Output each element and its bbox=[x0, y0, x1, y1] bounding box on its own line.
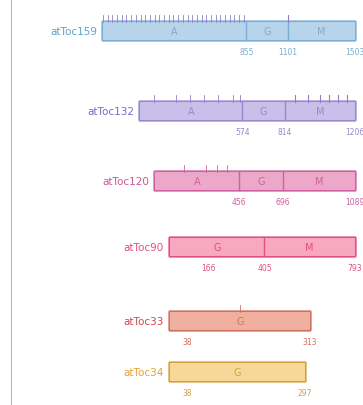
Text: A: A bbox=[188, 107, 195, 117]
Text: G: G bbox=[234, 367, 241, 377]
Text: atToc159: atToc159 bbox=[50, 27, 97, 37]
Text: 297: 297 bbox=[298, 388, 312, 397]
Text: A: A bbox=[193, 177, 200, 187]
Text: A: A bbox=[171, 27, 178, 37]
Text: M: M bbox=[306, 243, 314, 252]
Text: G: G bbox=[260, 107, 268, 117]
Text: 313: 313 bbox=[303, 337, 317, 346]
Text: atToc34: atToc34 bbox=[124, 367, 164, 377]
Text: atToc120: atToc120 bbox=[102, 177, 149, 187]
Text: M: M bbox=[317, 27, 326, 37]
FancyBboxPatch shape bbox=[154, 172, 356, 191]
Text: G: G bbox=[257, 177, 265, 187]
Text: atToc90: atToc90 bbox=[124, 243, 164, 252]
Text: M: M bbox=[316, 107, 324, 117]
Text: 1101: 1101 bbox=[278, 48, 297, 57]
Text: G: G bbox=[263, 27, 271, 37]
Text: 456: 456 bbox=[232, 198, 246, 207]
Text: 855: 855 bbox=[239, 48, 254, 57]
FancyBboxPatch shape bbox=[169, 362, 306, 382]
FancyBboxPatch shape bbox=[169, 311, 311, 331]
Text: 1089: 1089 bbox=[345, 198, 363, 207]
Text: 405: 405 bbox=[257, 263, 272, 272]
Text: atToc132: atToc132 bbox=[87, 107, 134, 117]
Text: 793: 793 bbox=[348, 263, 362, 272]
Text: 38: 38 bbox=[182, 337, 192, 346]
Text: 1503: 1503 bbox=[345, 48, 363, 57]
Text: 574: 574 bbox=[235, 128, 250, 136]
Text: atToc33: atToc33 bbox=[124, 316, 164, 326]
FancyBboxPatch shape bbox=[102, 22, 356, 42]
Text: 1206: 1206 bbox=[345, 128, 363, 136]
Text: 38: 38 bbox=[183, 388, 192, 397]
FancyBboxPatch shape bbox=[169, 238, 356, 257]
Text: 696: 696 bbox=[276, 198, 290, 207]
Text: M: M bbox=[315, 177, 323, 187]
Text: 814: 814 bbox=[278, 128, 292, 136]
FancyBboxPatch shape bbox=[139, 102, 356, 122]
Text: 166: 166 bbox=[201, 263, 216, 272]
Text: G: G bbox=[213, 243, 221, 252]
Text: G: G bbox=[236, 316, 244, 326]
